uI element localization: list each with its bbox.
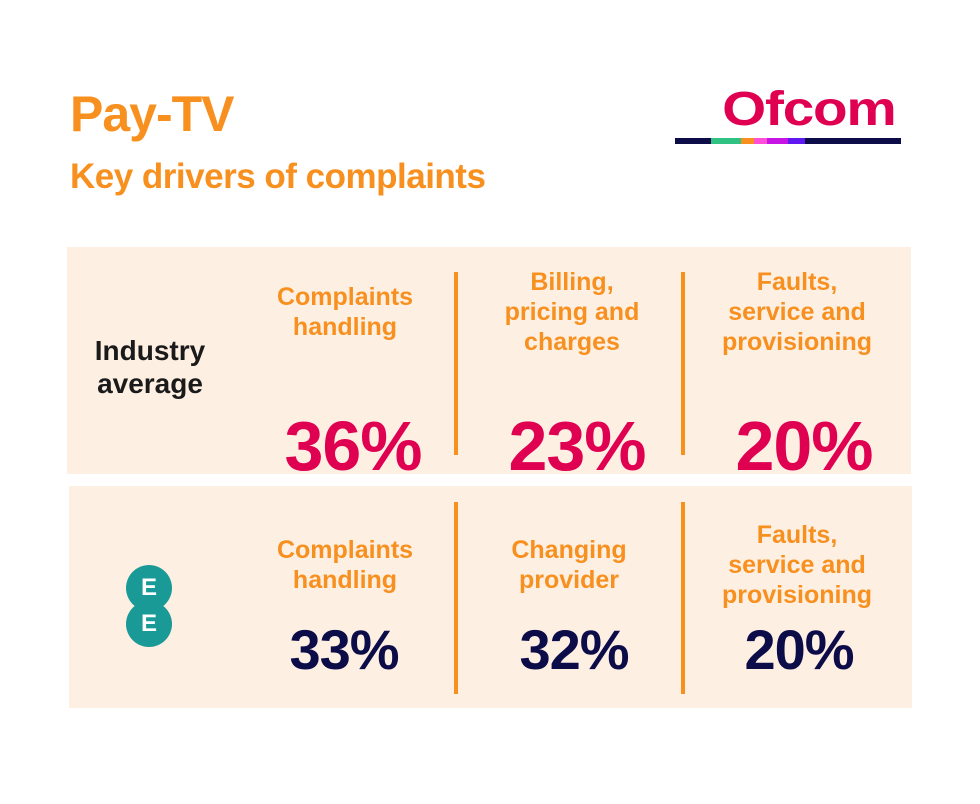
column-divider bbox=[681, 502, 685, 694]
industry-driver-complaints-handling: Complaints handling 36% bbox=[255, 282, 435, 482]
ee-panel: E E Complaints handling 33% Changing pro… bbox=[69, 486, 912, 708]
label-line: service and bbox=[728, 551, 866, 579]
ee-logo-circle: E bbox=[126, 601, 172, 647]
page-title: Pay-TV bbox=[70, 86, 235, 142]
driver-percentage: 20% bbox=[735, 407, 873, 485]
color-bar-segment bbox=[754, 138, 767, 144]
page-subtitle: Key drivers of complaints bbox=[70, 157, 486, 196]
driver-label: Complaints handling bbox=[255, 282, 435, 342]
label-line: Faults, bbox=[756, 521, 838, 549]
label-line: Complaints bbox=[276, 283, 414, 311]
driver-label: Billing, pricing and charges bbox=[477, 267, 667, 357]
label-line: Complaints bbox=[276, 536, 414, 564]
driver-percentage: 20% bbox=[744, 618, 854, 681]
driver-label: Changing provider bbox=[479, 535, 659, 595]
driver-percentage: 33% bbox=[289, 618, 399, 681]
industry-driver-billing: Billing, pricing and charges 23% bbox=[477, 267, 667, 482]
label-line: charges bbox=[524, 328, 620, 356]
driver-label: Faults, service and provisioning bbox=[707, 267, 887, 357]
ee-driver-faults: Faults, service and provisioning 20% bbox=[707, 520, 887, 700]
label-line: average bbox=[97, 368, 203, 399]
color-bar-segment bbox=[711, 138, 741, 144]
label-line: service and bbox=[728, 298, 866, 326]
column-divider bbox=[454, 502, 458, 694]
ee-logo: E E bbox=[126, 565, 172, 647]
color-bar-segment bbox=[767, 138, 788, 144]
color-bar-segment bbox=[805, 138, 901, 144]
label-line: provisioning bbox=[722, 328, 872, 356]
driver-label: Faults, service and provisioning bbox=[707, 520, 887, 610]
column-divider bbox=[681, 272, 685, 455]
label-line: provider bbox=[518, 566, 620, 594]
label-line: provisioning bbox=[722, 581, 872, 609]
ee-driver-changing-provider: Changing provider 32% bbox=[479, 535, 659, 705]
driver-percentage: 36% bbox=[284, 407, 422, 485]
driver-percentage: 23% bbox=[508, 407, 646, 485]
industry-average-panel: Industry average Complaints handling 36%… bbox=[67, 247, 911, 482]
ofcom-color-bar bbox=[675, 138, 901, 144]
ofcom-wordmark: Ofcom bbox=[722, 83, 897, 136]
label-line: handling bbox=[292, 313, 398, 341]
ofcom-logo: Ofcom bbox=[672, 83, 904, 148]
column-divider bbox=[454, 272, 458, 455]
label-line: Changing bbox=[511, 536, 627, 564]
label-line: Industry bbox=[94, 335, 206, 366]
ee-driver-complaints-handling: Complaints handling 33% bbox=[255, 535, 435, 705]
label-line: Faults, bbox=[756, 268, 838, 296]
color-bar-segment bbox=[675, 138, 711, 144]
label-line: handling bbox=[292, 566, 398, 594]
industry-average-label: Industry average bbox=[67, 334, 233, 400]
driver-label: Complaints handling bbox=[255, 535, 435, 595]
industry-driver-faults: Faults, service and provisioning 20% bbox=[707, 267, 887, 482]
label-line: Billing, bbox=[530, 268, 614, 296]
label-line: pricing and bbox=[504, 298, 640, 326]
color-bar-segment bbox=[741, 138, 754, 144]
driver-percentage: 32% bbox=[519, 618, 629, 681]
color-bar-segment bbox=[788, 138, 805, 144]
